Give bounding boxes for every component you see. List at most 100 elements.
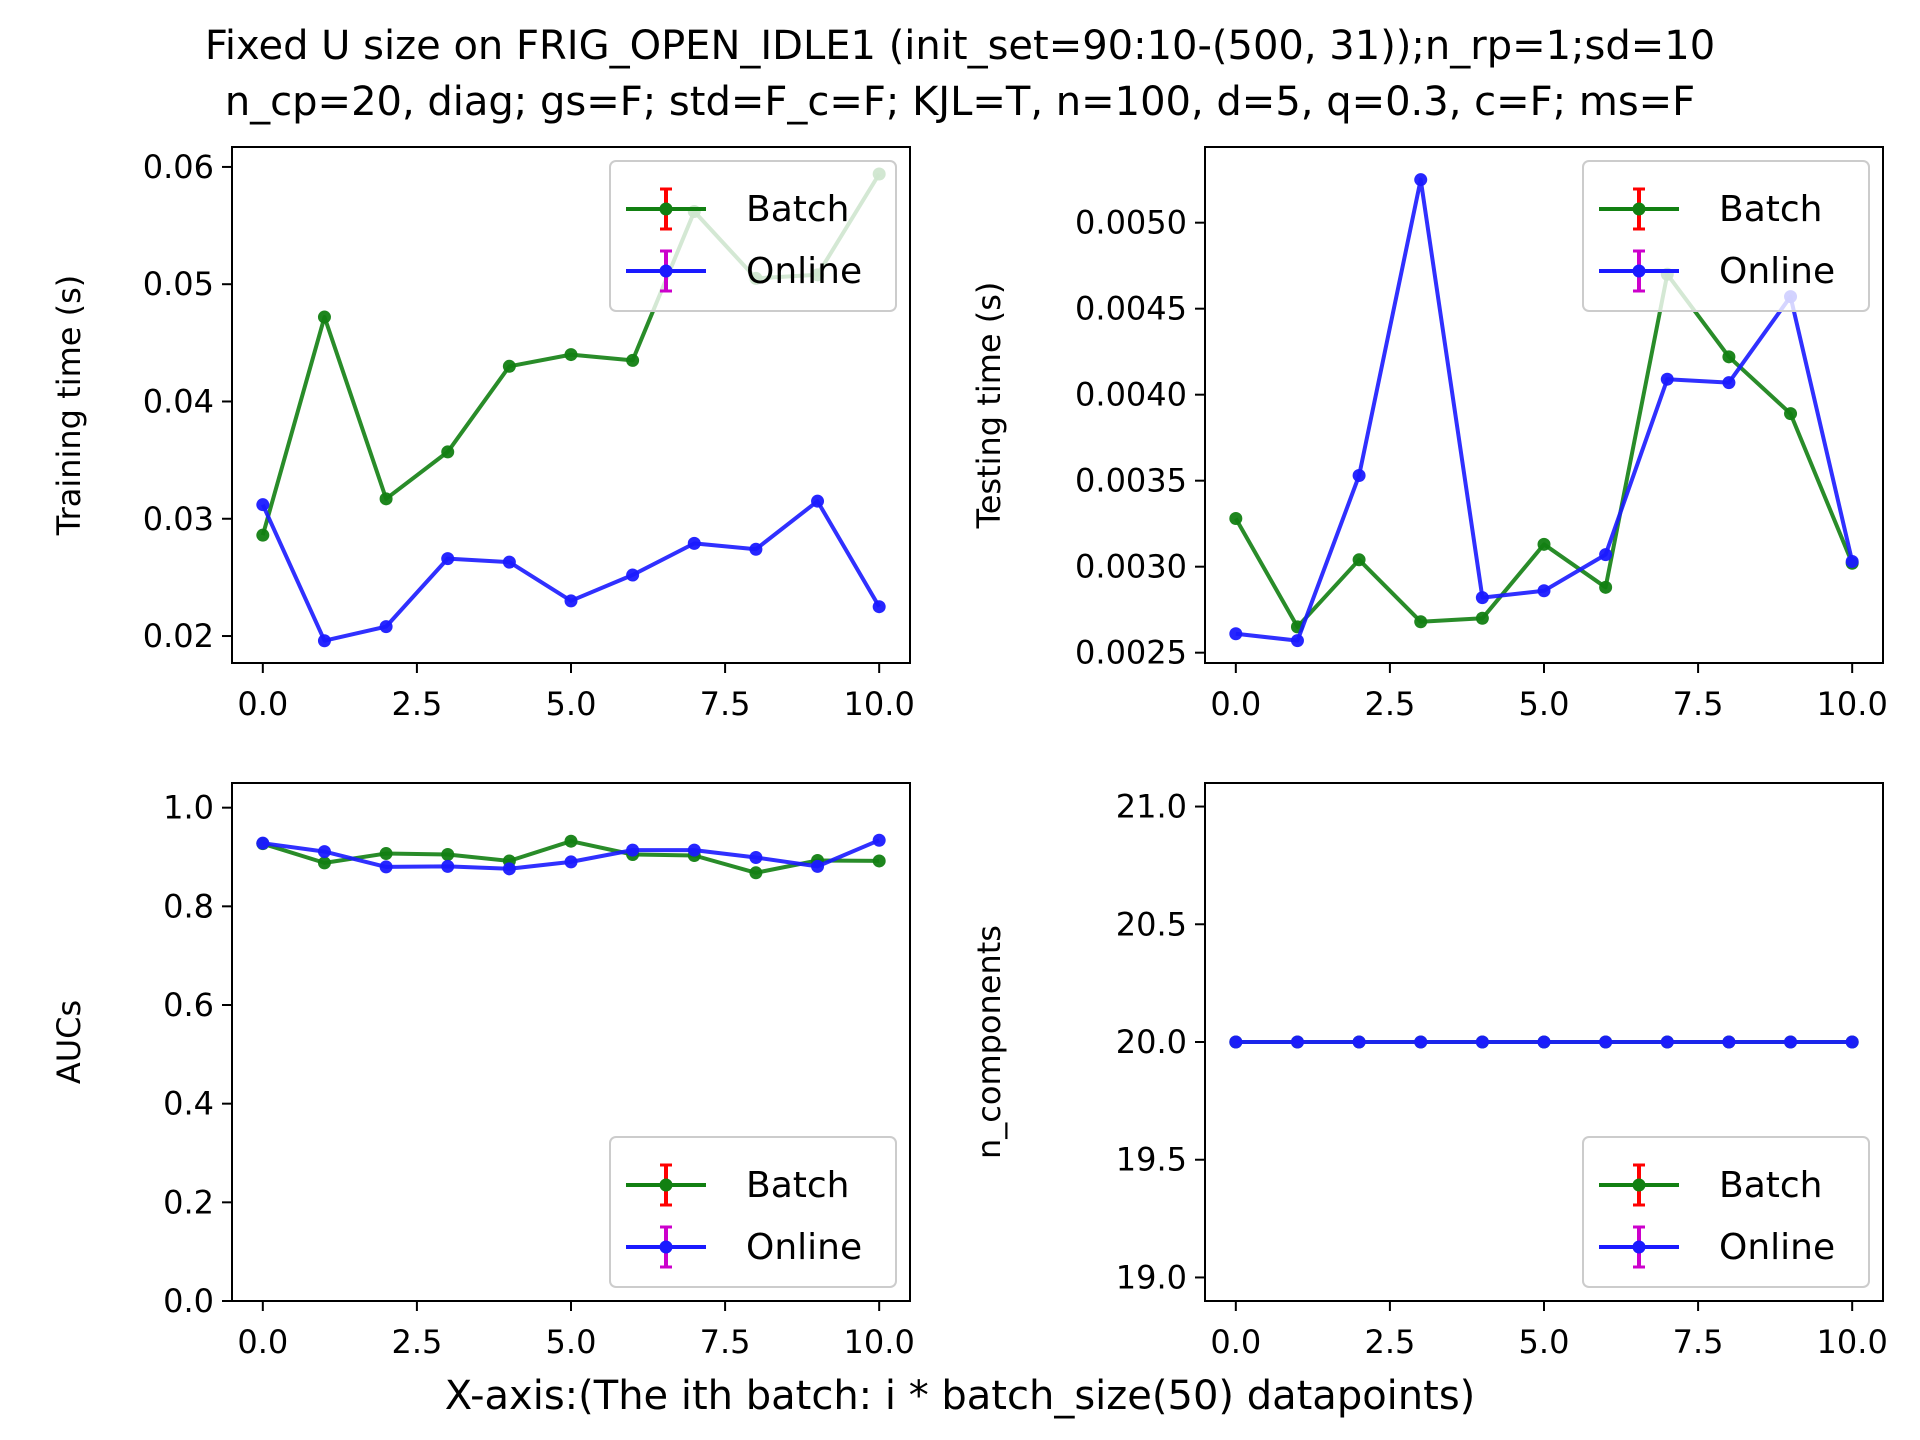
batch-point <box>317 310 331 324</box>
online-point <box>1660 1035 1674 1049</box>
online-point <box>1229 1035 1243 1049</box>
x-tick-label: 2.5 <box>1364 1323 1415 1361</box>
legend-marker-swatch <box>659 1178 673 1192</box>
y-tick-label: 1.0 <box>163 789 214 827</box>
batch-point <box>441 848 455 862</box>
x-tick-label: 10.0 <box>1817 685 1888 723</box>
batch-point <box>564 348 578 362</box>
online-point <box>317 634 331 648</box>
x-tick-label: 7.5 <box>1673 685 1724 723</box>
y-tick-label: 0.04 <box>143 382 214 420</box>
online-point <box>379 620 393 634</box>
subplot-1: 0.0 2.5 5.0 7.5 10.0 0.02 0.03 0.04 0.05 0.06 Trai… <box>50 146 915 723</box>
y-tick-label: 0.0045 <box>1075 290 1187 328</box>
legend-marker-swatch <box>1632 1240 1646 1254</box>
batch-series-line <box>1234 272 1855 629</box>
legend-label-batch: Batch <box>746 189 849 230</box>
batch-point <box>256 528 270 542</box>
batch-point <box>749 866 763 880</box>
legend: Batch Online <box>609 1136 897 1288</box>
legend-entry-online: Online <box>626 249 862 293</box>
x-tick-label: 0.0 <box>237 685 288 723</box>
batch-point <box>1475 611 1489 625</box>
online-point <box>1229 627 1243 641</box>
online-point <box>1290 634 1304 648</box>
y-tick-label: 0.0035 <box>1075 462 1187 500</box>
legend-marker-swatch <box>1632 202 1646 216</box>
batch-point <box>564 834 578 848</box>
legend-entry-batch: Batch <box>1599 187 1822 231</box>
x-tick-label: 2.5 <box>391 685 442 723</box>
online-point <box>256 836 270 850</box>
y-tick-label: 0.02 <box>143 617 214 655</box>
y-axis-label: n_components <box>970 925 1008 1159</box>
legend-entry-batch: Batch <box>626 187 849 231</box>
online-point <box>502 555 516 569</box>
batch-point <box>626 353 640 367</box>
batch-point <box>1414 615 1428 629</box>
online-point <box>1414 173 1428 187</box>
x-tick-label: 5.0 <box>1519 1323 1570 1361</box>
legend-box <box>609 160 897 312</box>
y-tick-label: 0.8 <box>163 887 214 925</box>
x-tick-label: 7.5 <box>700 1323 751 1361</box>
online-point <box>1722 376 1736 390</box>
online-series-line <box>260 499 881 643</box>
online-point <box>687 536 701 550</box>
online-point <box>749 850 763 864</box>
online-point <box>811 494 825 508</box>
subplot-4: 0.0 2.5 5.0 7.5 10.0 19.0 19.5 20.0 20.5 21.0 n_co… <box>970 782 1888 1361</box>
legend: Batch Online <box>609 160 897 312</box>
x-tick-label: 2.5 <box>391 1323 442 1361</box>
y-tick-label: 19.5 <box>1116 1141 1187 1179</box>
legend: Batch Online <box>1582 1136 1870 1288</box>
online-point <box>1599 548 1613 562</box>
figure-title-line-1: Fixed U size on FRIG_OPEN_IDLE1 (init_se… <box>204 23 1716 69</box>
batch-point <box>872 854 886 868</box>
online-point <box>564 855 578 869</box>
legend-marker-swatch <box>1632 264 1646 278</box>
online-point <box>626 843 640 857</box>
x-tick-label: 0.0 <box>1210 1323 1261 1361</box>
x-tick-label: 7.5 <box>700 685 751 723</box>
x-tick-label: 2.5 <box>1364 685 1415 723</box>
y-tick-label: 20.5 <box>1116 905 1187 943</box>
y-tick-label: 19.0 <box>1116 1258 1187 1296</box>
figure-title-line-2: n_cp=20, diag; gs=F; std=F_c=F; KJL=T, n… <box>224 79 1696 125</box>
online-point <box>441 859 455 873</box>
online-point <box>811 859 825 873</box>
online-point <box>256 498 270 512</box>
x-tick-label: 5.0 <box>546 685 597 723</box>
y-tick-label: 0.05 <box>143 265 214 303</box>
online-point <box>317 845 331 859</box>
y-tick-label: 0.2 <box>163 1183 214 1221</box>
legend-box <box>1582 160 1870 312</box>
legend: Batch Online <box>1582 160 1870 312</box>
y-tick-label: 0.0030 <box>1075 548 1187 586</box>
y-axis-label: Testing time (s) <box>970 282 1008 530</box>
legend-box <box>609 1136 897 1288</box>
online-point <box>441 552 455 566</box>
online-point <box>1722 1035 1736 1049</box>
online-point <box>502 862 516 876</box>
x-tick-label: 5.0 <box>1519 685 1570 723</box>
legend-label-online: Online <box>746 1227 862 1268</box>
online-point <box>872 600 886 614</box>
y-tick-label: 0.6 <box>163 986 214 1024</box>
y-tick-label: 0.0025 <box>1075 634 1187 672</box>
subplot-3: 0.0 2.5 5.0 7.5 10.0 0.0 0.2 0.4 0.6 0.8 1.0 AUCs Ba… <box>50 782 915 1361</box>
online-point <box>1599 1035 1613 1049</box>
y-tick-label: 0.4 <box>163 1085 214 1123</box>
legend-label-batch: Batch <box>1719 189 1822 230</box>
legend-label-online: Online <box>1719 1227 1835 1268</box>
online-point <box>626 568 640 582</box>
online-point <box>749 542 763 556</box>
subplot-2: 0.0 2.5 5.0 7.5 10.0 0.0025 0.0030 0.0035 0.0040… <box>970 146 1888 723</box>
shared-x-axis-label: X-axis:(The ith batch: i * batch_size(50… <box>444 1373 1476 1419</box>
batch-point <box>1599 580 1613 594</box>
online-point <box>687 843 701 857</box>
x-tick-label: 5.0 <box>546 1323 597 1361</box>
online-point <box>1660 372 1674 386</box>
legend-marker-swatch <box>659 202 673 216</box>
